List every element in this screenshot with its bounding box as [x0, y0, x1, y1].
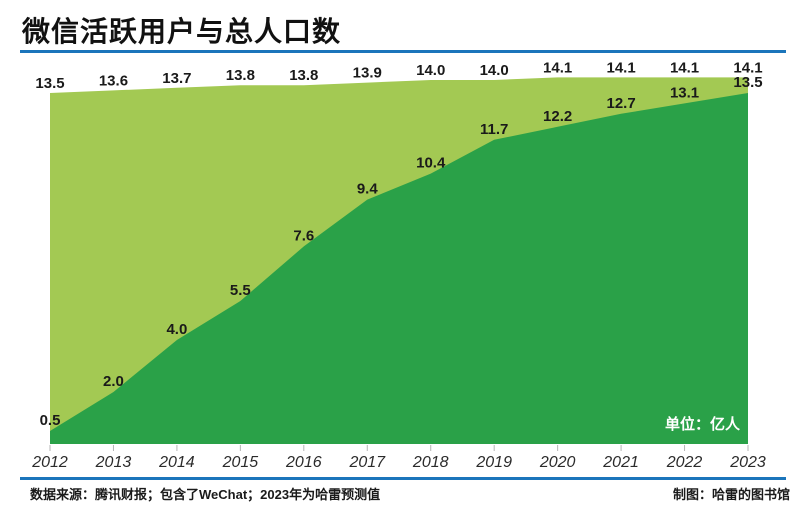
wechat-value-label: 13.1	[670, 84, 699, 101]
population-value-label: 14.1	[606, 59, 635, 76]
x-axis-label: 2021	[602, 454, 639, 471]
population-value-label: 13.7	[162, 70, 191, 87]
footer-divider	[20, 477, 786, 480]
population-value-label: 13.5	[35, 75, 64, 92]
wechat-value-label: 7.6	[293, 227, 314, 244]
population-value-label: 13.8	[226, 67, 255, 84]
x-axis-label: 2023	[729, 454, 766, 471]
wechat-value-label: 13.5	[733, 74, 762, 91]
x-axis-label: 2017	[348, 454, 386, 471]
title-underline	[20, 50, 786, 53]
x-axis-label: 2016	[285, 454, 322, 471]
wechat-area	[50, 93, 748, 444]
population-value-label: 14.0	[480, 62, 509, 79]
population-value-label: 13.9	[353, 65, 382, 82]
wechat-value-label: 2.0	[103, 373, 124, 390]
population-value-label: 14.1	[543, 59, 572, 76]
x-axis-label: 2012	[31, 454, 68, 471]
wechat-value-label: 11.7	[480, 121, 508, 138]
x-axis-label: 2019	[475, 454, 512, 471]
x-axis-label: 2022	[666, 454, 703, 471]
x-axis-label: 2014	[158, 454, 195, 471]
wechat-value-label: 5.5	[230, 282, 251, 299]
x-axis-label: 2020	[539, 454, 576, 471]
wechat-value-label: 10.4	[416, 155, 446, 172]
page-title: 微信活跃用户与总人口数	[22, 16, 342, 47]
population-value-label: 14.1	[670, 59, 699, 76]
wechat-value-label: 12.7	[606, 95, 635, 112]
population-value-label: 13.8	[289, 67, 318, 84]
population-value-label: 14.0	[416, 62, 445, 79]
wechat-value-label: 9.4	[357, 181, 379, 198]
wechat-value-label: 12.2	[543, 108, 572, 125]
population-value-label: 13.6	[99, 72, 128, 89]
wechat-value-label: 0.5	[40, 412, 61, 429]
wechat-value-label: 4.0	[166, 321, 187, 338]
x-axis-label: 2013	[95, 454, 132, 471]
x-axis-label: 2015	[222, 454, 259, 471]
credit-note: 制图：哈雷的图书馆	[672, 487, 790, 502]
unit-label: 单位：亿人	[664, 416, 740, 433]
x-axis-label: 2018	[412, 454, 449, 471]
population-value-label: 14.1	[733, 59, 762, 76]
source-note: 数据来源：腾讯财报；包含了WeChat；2023年为哈雷预测值	[30, 487, 381, 502]
